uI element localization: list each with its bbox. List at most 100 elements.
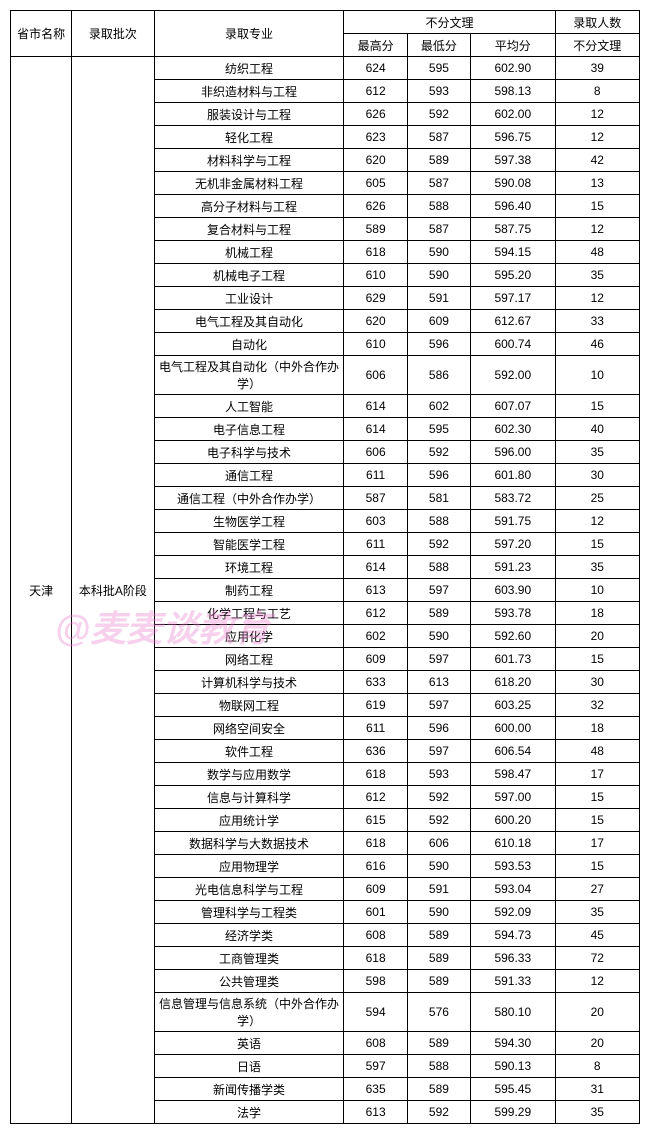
avg-cell: 587.75 [471,218,555,241]
min-cell: 581 [407,487,470,510]
avg-cell: 594.15 [471,241,555,264]
avg-cell: 597.38 [471,149,555,172]
major-cell: 数学与应用数学 [154,763,344,786]
major-cell: 生物医学工程 [154,510,344,533]
count-cell: 18 [555,602,639,625]
count-cell: 35 [555,556,639,579]
major-cell: 电子信息工程 [154,418,344,441]
major-cell: 日语 [154,1055,344,1078]
min-cell: 593 [407,763,470,786]
min-cell: 592 [407,103,470,126]
major-cell: 纺织工程 [154,57,344,80]
major-cell: 应用统计学 [154,809,344,832]
avg-cell: 599.29 [471,1101,555,1124]
count-cell: 15 [555,786,639,809]
header-count-group: 录取人数 [555,11,639,34]
avg-cell: 597.20 [471,533,555,556]
count-cell: 13 [555,172,639,195]
count-cell: 18 [555,717,639,740]
count-cell: 8 [555,1055,639,1078]
min-cell: 588 [407,510,470,533]
max-cell: 601 [344,901,407,924]
max-cell: 611 [344,464,407,487]
major-cell: 智能医学工程 [154,533,344,556]
count-cell: 30 [555,671,639,694]
max-cell: 614 [344,556,407,579]
count-cell: 35 [555,901,639,924]
count-cell: 15 [555,195,639,218]
min-cell: 589 [407,1032,470,1055]
max-cell: 606 [344,441,407,464]
count-cell: 15 [555,533,639,556]
min-cell: 587 [407,126,470,149]
count-cell: 32 [555,694,639,717]
max-cell: 611 [344,717,407,740]
max-cell: 618 [344,947,407,970]
avg-cell: 598.47 [471,763,555,786]
header-batch: 录取批次 [72,11,154,57]
header-min: 最低分 [407,34,470,57]
min-cell: 590 [407,625,470,648]
count-cell: 17 [555,832,639,855]
count-cell: 17 [555,763,639,786]
major-cell: 电气工程及其自动化（中外合作办学） [154,356,344,395]
max-cell: 636 [344,740,407,763]
avg-cell: 596.75 [471,126,555,149]
count-cell: 20 [555,1032,639,1055]
min-cell: 588 [407,1055,470,1078]
major-cell: 化学工程与工艺 [154,602,344,625]
min-cell: 589 [407,149,470,172]
min-cell: 588 [407,195,470,218]
admission-table: 省市名称 录取批次 录取专业 不分文理 录取人数 最高分 最低分 平均分 不分文… [10,10,640,1124]
major-cell: 网络空间安全 [154,717,344,740]
major-cell: 高分子材料与工程 [154,195,344,218]
avg-cell: 602.90 [471,57,555,80]
max-cell: 619 [344,694,407,717]
min-cell: 606 [407,832,470,855]
major-cell: 人工智能 [154,395,344,418]
min-cell: 597 [407,694,470,717]
count-cell: 48 [555,740,639,763]
header-major: 录取专业 [154,11,344,57]
count-cell: 27 [555,878,639,901]
count-cell: 30 [555,464,639,487]
max-cell: 587 [344,487,407,510]
min-cell: 591 [407,287,470,310]
count-cell: 15 [555,648,639,671]
avg-cell: 601.73 [471,648,555,671]
major-cell: 新闻传播学类 [154,1078,344,1101]
count-cell: 12 [555,126,639,149]
avg-cell: 583.72 [471,487,555,510]
major-cell: 物联网工程 [154,694,344,717]
max-cell: 598 [344,970,407,993]
avg-cell: 606.54 [471,740,555,763]
major-cell: 环境工程 [154,556,344,579]
max-cell: 609 [344,878,407,901]
major-cell: 网络工程 [154,648,344,671]
header-scores-group: 不分文理 [344,11,555,34]
min-cell: 595 [407,418,470,441]
major-cell: 信息与计算科学 [154,786,344,809]
major-cell: 材料科学与工程 [154,149,344,172]
max-cell: 602 [344,625,407,648]
major-cell: 应用物理学 [154,855,344,878]
major-cell: 法学 [154,1101,344,1124]
count-cell: 45 [555,924,639,947]
count-cell: 20 [555,625,639,648]
count-cell: 46 [555,333,639,356]
min-cell: 596 [407,464,470,487]
avg-cell: 595.45 [471,1078,555,1101]
avg-cell: 596.00 [471,441,555,464]
avg-cell: 601.80 [471,464,555,487]
max-cell: 613 [344,1101,407,1124]
max-cell: 608 [344,924,407,947]
min-cell: 576 [407,993,470,1032]
count-cell: 31 [555,1078,639,1101]
count-cell: 10 [555,579,639,602]
count-cell: 33 [555,310,639,333]
count-cell: 25 [555,487,639,510]
major-cell: 电气工程及其自动化 [154,310,344,333]
min-cell: 589 [407,1078,470,1101]
major-cell: 通信工程（中外合作办学） [154,487,344,510]
count-cell: 15 [555,855,639,878]
